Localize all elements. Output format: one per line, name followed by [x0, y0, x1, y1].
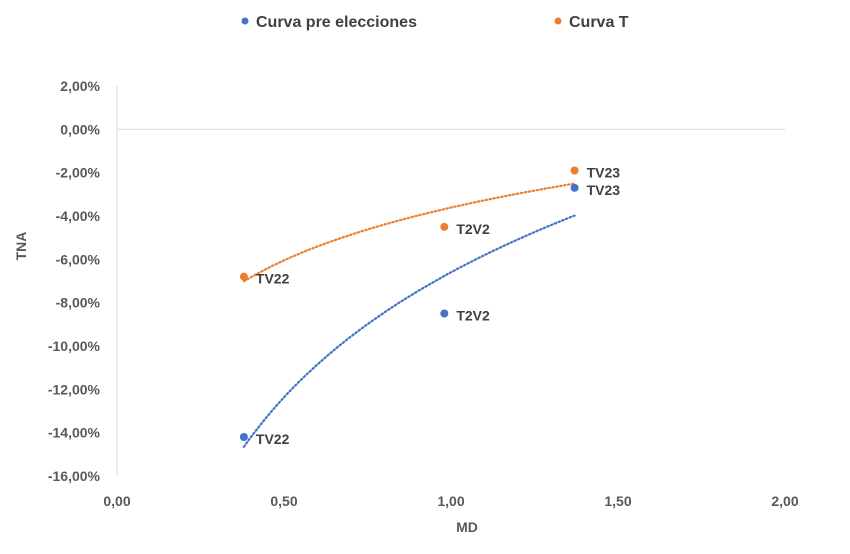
y-tick-label: 2,00% [60, 78, 100, 94]
data-point [440, 222, 449, 231]
data-point [570, 166, 579, 175]
trendline [242, 214, 576, 448]
y-tick-label: -6,00% [56, 251, 101, 267]
x-tick-label: 1,50 [604, 493, 631, 509]
legend-marker [554, 17, 562, 25]
y-tick-label: -10,00% [48, 338, 101, 354]
y-tick-label: -14,00% [48, 425, 101, 441]
data-label: T2V2 [456, 308, 490, 324]
y-axis-title: TNA [13, 232, 29, 261]
y-tick-label: 0,00% [60, 121, 100, 137]
data-label: T2V2 [456, 221, 490, 237]
legend-label: Curva T [569, 14, 629, 31]
data-points [239, 166, 579, 441]
y-tick-label: -16,00% [48, 468, 101, 484]
y-tick-label: -2,00% [56, 165, 101, 181]
axes: 2,00% 0,00% -2,00% -4,00% -6,00% -8,00% -10,00… [13, 78, 799, 535]
x-tick-label: 0,50 [270, 493, 297, 509]
trendlines [242, 182, 576, 448]
data-label: TV23 [587, 182, 621, 198]
x-tick-label: 1,00 [437, 493, 464, 509]
y-tick-label: -8,00% [56, 295, 101, 311]
x-tick-label: 2,00 [771, 493, 798, 509]
data-labels: TV22 T2V2 TV23 TV22 T2V2 TV23 [256, 165, 620, 448]
legend-label: Curva pre elecciones [256, 14, 417, 31]
legend-marker [241, 17, 249, 25]
x-axis-title: MD [456, 519, 478, 535]
y-tick-label: -4,00% [56, 208, 101, 224]
data-point [239, 272, 248, 281]
data-label: TV22 [256, 271, 290, 287]
data-point [239, 433, 248, 441]
legend: Curva pre elecciones Curva T [241, 14, 629, 31]
data-point [570, 183, 579, 192]
data-label: TV23 [587, 165, 621, 181]
trendline [242, 182, 576, 283]
x-tick-label: 0,00 [103, 493, 130, 509]
data-label: TV22 [256, 431, 290, 447]
data-point [440, 309, 449, 318]
y-tick-label: -12,00% [48, 381, 101, 397]
